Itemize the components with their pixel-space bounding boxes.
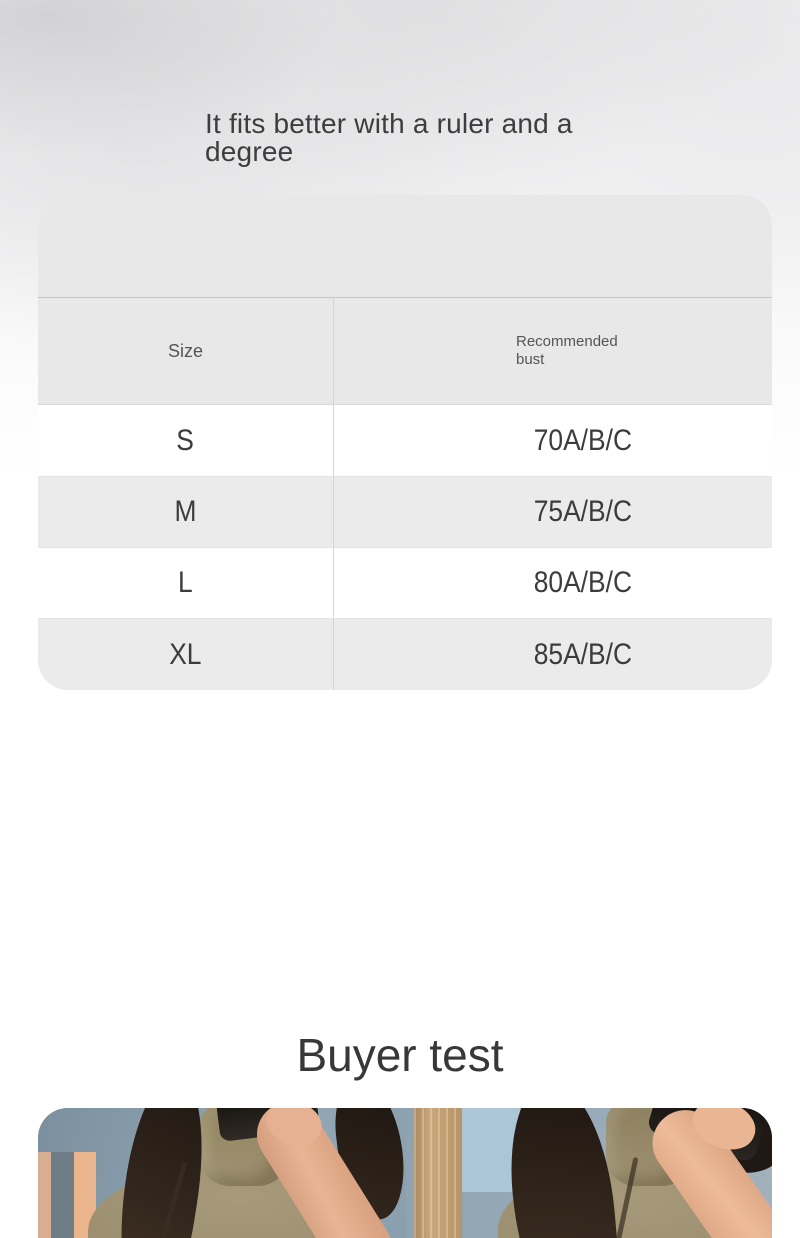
buyer-test-heading: Buyer test xyxy=(296,1029,504,1081)
size-value: L xyxy=(178,566,193,599)
bust-value: 75A/B/C xyxy=(533,495,632,528)
photo-wood-plank xyxy=(414,1108,462,1238)
bust-cell: 70A/B/C xyxy=(334,405,772,476)
column-header-recommended-bust: Recommended bust xyxy=(334,298,772,404)
size-chart-card: Size Recommended bust S 70A/B/C M 75A/B/… xyxy=(38,195,772,690)
size-cell: S xyxy=(38,405,334,476)
photo-wall-patch xyxy=(462,1108,520,1192)
bust-value: 80A/B/C xyxy=(533,566,632,599)
column-header-size: Size xyxy=(38,298,334,404)
size-table-row-m: M 75A/B/C xyxy=(38,476,772,547)
bust-cell: 75A/B/C xyxy=(334,477,772,547)
photo-mirror-edge xyxy=(38,1152,96,1238)
bust-value: 85A/B/C xyxy=(533,637,632,671)
size-cell: L xyxy=(38,548,334,618)
size-table-row-l: L 80A/B/C xyxy=(38,547,772,618)
section-title: It fits better with a ruler and a degree xyxy=(205,108,573,167)
bust-cell: 80A/B/C xyxy=(334,548,772,618)
size-table-row-xl: XL 85A/B/C xyxy=(38,618,772,690)
buyer-photo-left xyxy=(38,1108,406,1238)
size-value: XL xyxy=(169,637,202,671)
bust-cell: 85A/B/C xyxy=(334,619,772,690)
size-value: S xyxy=(176,423,195,457)
buyer-photo-right xyxy=(406,1108,772,1238)
size-value: M xyxy=(174,495,197,528)
size-table-header-row: Size Recommended bust xyxy=(38,297,772,405)
bust-value: 70A/B/C xyxy=(533,423,632,457)
size-chart-card-top xyxy=(38,195,772,297)
buyer-test-photos xyxy=(38,1108,772,1238)
size-cell: M xyxy=(38,477,334,547)
column-header-recommended-bust-label: Recommended bust xyxy=(516,333,618,368)
size-table-row-s: S 70A/B/C xyxy=(38,405,772,476)
size-cell: XL xyxy=(38,619,334,690)
